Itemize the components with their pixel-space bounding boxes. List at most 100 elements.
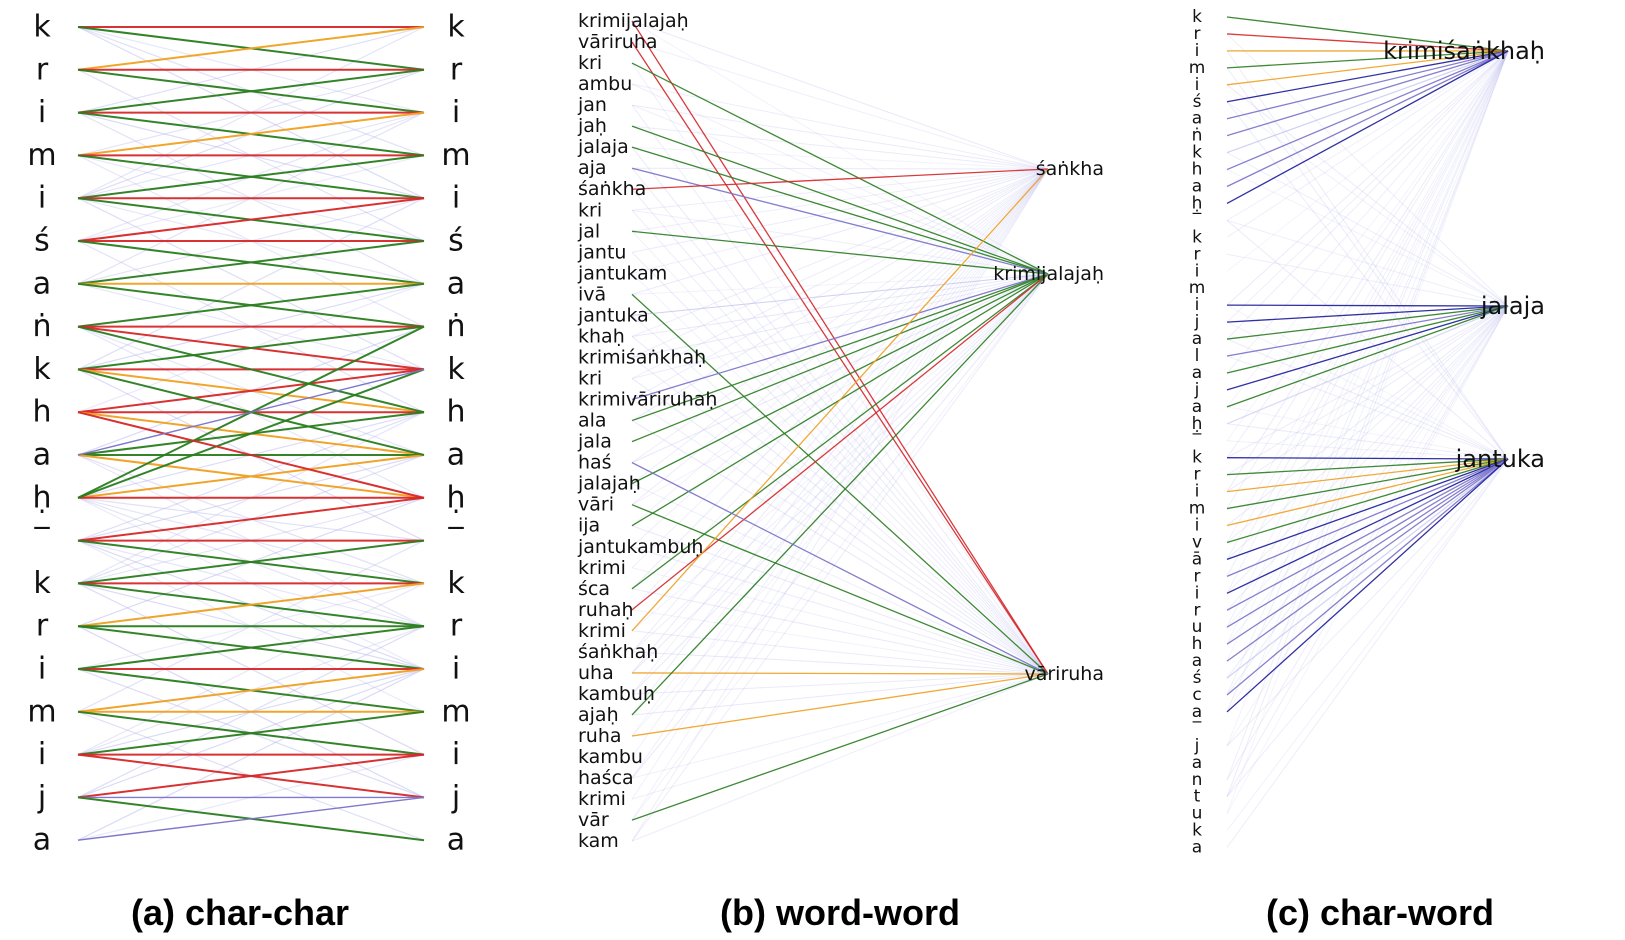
- char-label: ḥ: [1192, 414, 1203, 434]
- char-word-faint-edges: [1226, 16, 1509, 848]
- faint-edge: [1226, 67, 1509, 460]
- char-label: i: [1195, 75, 1200, 95]
- attention-edge: [77, 582, 425, 628]
- word-left-label: vāri: [578, 494, 614, 516]
- caption-word-word: (b) word-word: [720, 892, 960, 933]
- faint-edge: [631, 146, 1049, 675]
- word-left-label: jalajaḥ: [577, 473, 641, 495]
- faint-edge: [631, 273, 1049, 821]
- char-label: i: [1195, 261, 1200, 281]
- char-label: m: [1189, 278, 1206, 298]
- attention-edge: [1226, 50, 1509, 120]
- word-left-label: ruhaḥ: [578, 599, 634, 621]
- attention-edge: [1226, 458, 1509, 713]
- attention-edge: [1226, 305, 1509, 425]
- faint-edge: [631, 336, 1049, 675]
- char-label: k: [1192, 143, 1202, 163]
- word-left-label: krimi: [578, 788, 626, 810]
- char-label: ś: [1193, 92, 1202, 112]
- attention-edge: [1226, 304, 1509, 307]
- faint-edge: [631, 525, 1049, 675]
- char-label: l: [1195, 346, 1200, 366]
- attention-edge: [631, 673, 1049, 821]
- faint-edge: [631, 83, 1049, 170]
- char-label: k: [1192, 7, 1202, 27]
- attention-edge: [77, 240, 425, 285]
- faint-edge: [631, 230, 1049, 675]
- attention-edge: [1226, 458, 1509, 510]
- word-right-label: krimijalajaḥ: [993, 263, 1104, 285]
- attention-edge: [1226, 305, 1509, 340]
- faint-edge: [631, 168, 1049, 485]
- char-left-label: r: [36, 52, 49, 87]
- char-label: a: [1192, 329, 1202, 349]
- attention-edge: [1226, 50, 1509, 86]
- char-word-word-labels: krimiśaṅkhaḥ jalaja jantuka: [1383, 37, 1545, 473]
- faint-edge: [631, 168, 1049, 379]
- attention-edge: [77, 197, 425, 242]
- char-label: a: [1192, 363, 1202, 383]
- word-left-label: jantu: [577, 241, 626, 263]
- faint-edge: [631, 20, 1049, 275]
- faint-edge: [1226, 50, 1509, 374]
- faint-edge: [1226, 458, 1509, 798]
- attention-edge: [77, 496, 425, 542]
- word-left-label: ivā: [578, 283, 606, 305]
- word-word-edges: [631, 20, 1049, 821]
- faint-edge: [631, 673, 1049, 842]
- faint-edge: [631, 546, 1049, 675]
- faint-edge: [1226, 50, 1509, 306]
- faint-edge: [631, 168, 1049, 358]
- word-target-label: jalaja: [1480, 292, 1545, 320]
- caption-char-word: (c) char-word: [1266, 892, 1494, 933]
- word-left-label: ala: [578, 410, 607, 432]
- faint-edge: [631, 651, 1049, 675]
- char-left-label: h: [32, 395, 51, 430]
- char-left-label: i: [38, 181, 46, 216]
- attention-edge: [77, 368, 425, 456]
- char-left-label: ṅ: [32, 309, 51, 344]
- faint-edge: [631, 273, 1049, 379]
- word-left-label: krimiśaṅkhaḥ: [578, 346, 706, 368]
- word-left-label: kambuḥ: [578, 683, 655, 705]
- char-label: ‾: [1192, 210, 1202, 230]
- char-left-label: ‾: [34, 523, 51, 558]
- attention-edge: [1226, 458, 1509, 594]
- faint-edge: [631, 168, 1049, 400]
- attention-edge: [1226, 458, 1509, 476]
- faint-edge: [1226, 305, 1509, 594]
- faint-edge: [631, 673, 1049, 716]
- attention-edge: [1226, 458, 1509, 561]
- faint-edge: [631, 273, 1049, 779]
- attention-edge: [1226, 50, 1509, 69]
- attention-edge: [1226, 305, 1509, 357]
- attention-edge: [77, 368, 425, 414]
- faint-edge: [1226, 50, 1509, 272]
- char-label: ḥ: [1192, 193, 1203, 213]
- attention-edge: [631, 230, 1049, 275]
- char-label: j: [1194, 312, 1200, 332]
- char-label: r: [1194, 600, 1201, 620]
- attention-edge: [77, 111, 425, 157]
- word-left-label: khaḥ: [578, 325, 625, 347]
- attention-edge: [631, 273, 1049, 716]
- word-left-label: śca: [578, 578, 610, 600]
- char-right-label: k: [447, 10, 465, 45]
- char-left-label: a: [33, 438, 51, 473]
- attention-edge: [1226, 305, 1509, 391]
- faint-edge: [631, 168, 1049, 211]
- char-right-label: m: [441, 694, 470, 729]
- word-left-label: haś: [578, 452, 612, 474]
- faint-edge: [631, 483, 1049, 675]
- faint-edge: [631, 357, 1049, 675]
- char-left-label: m: [27, 694, 56, 729]
- attention-edge: [77, 796, 425, 841]
- attention-edge: [1226, 458, 1509, 662]
- faint-edge: [1226, 355, 1509, 460]
- attention-edge: [631, 293, 1049, 675]
- word-left-label: jantuka: [577, 304, 649, 326]
- faint-edge: [1226, 458, 1509, 831]
- attention-edge: [1226, 458, 1509, 679]
- word-left-label: ija: [578, 515, 600, 537]
- word-left-label: krimivāriruhaḥ: [578, 389, 717, 411]
